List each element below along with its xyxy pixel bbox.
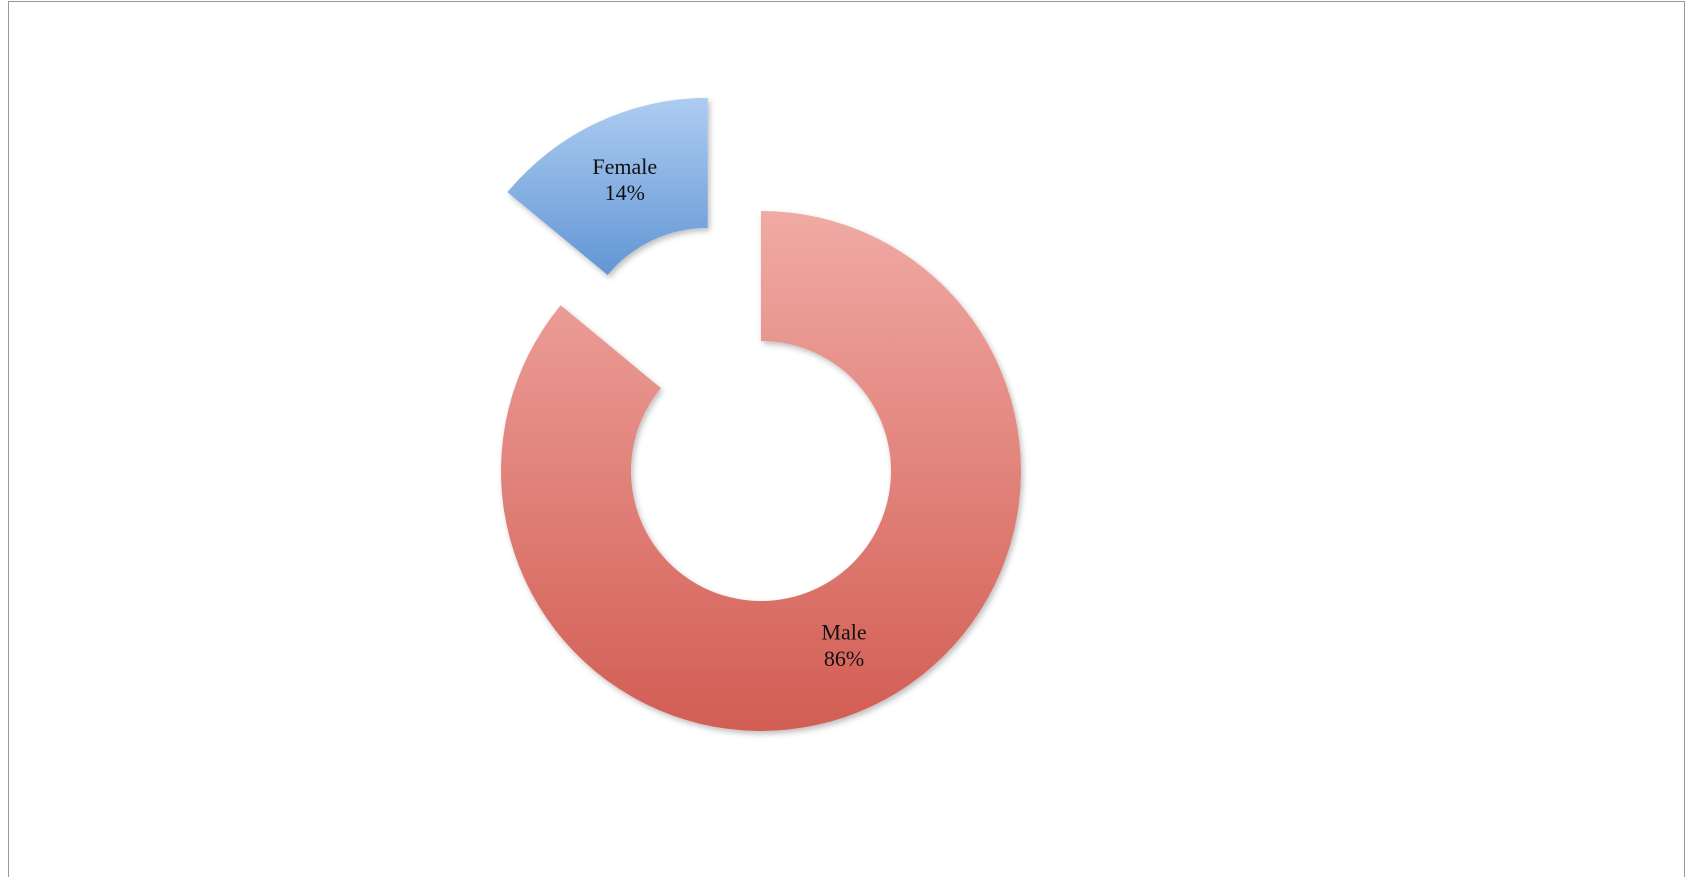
donut-slice — [501, 211, 1022, 731]
slice-value: 14% — [605, 180, 645, 205]
slice-label: Female 14% — [592, 154, 657, 205]
slice-label: Male 86% — [821, 620, 866, 671]
slice-category: Male — [821, 620, 866, 645]
chart-border — [8, 1, 1685, 877]
slice-category: Female — [592, 154, 657, 179]
donut-slice — [507, 97, 708, 276]
slice-value: 86% — [824, 646, 864, 671]
